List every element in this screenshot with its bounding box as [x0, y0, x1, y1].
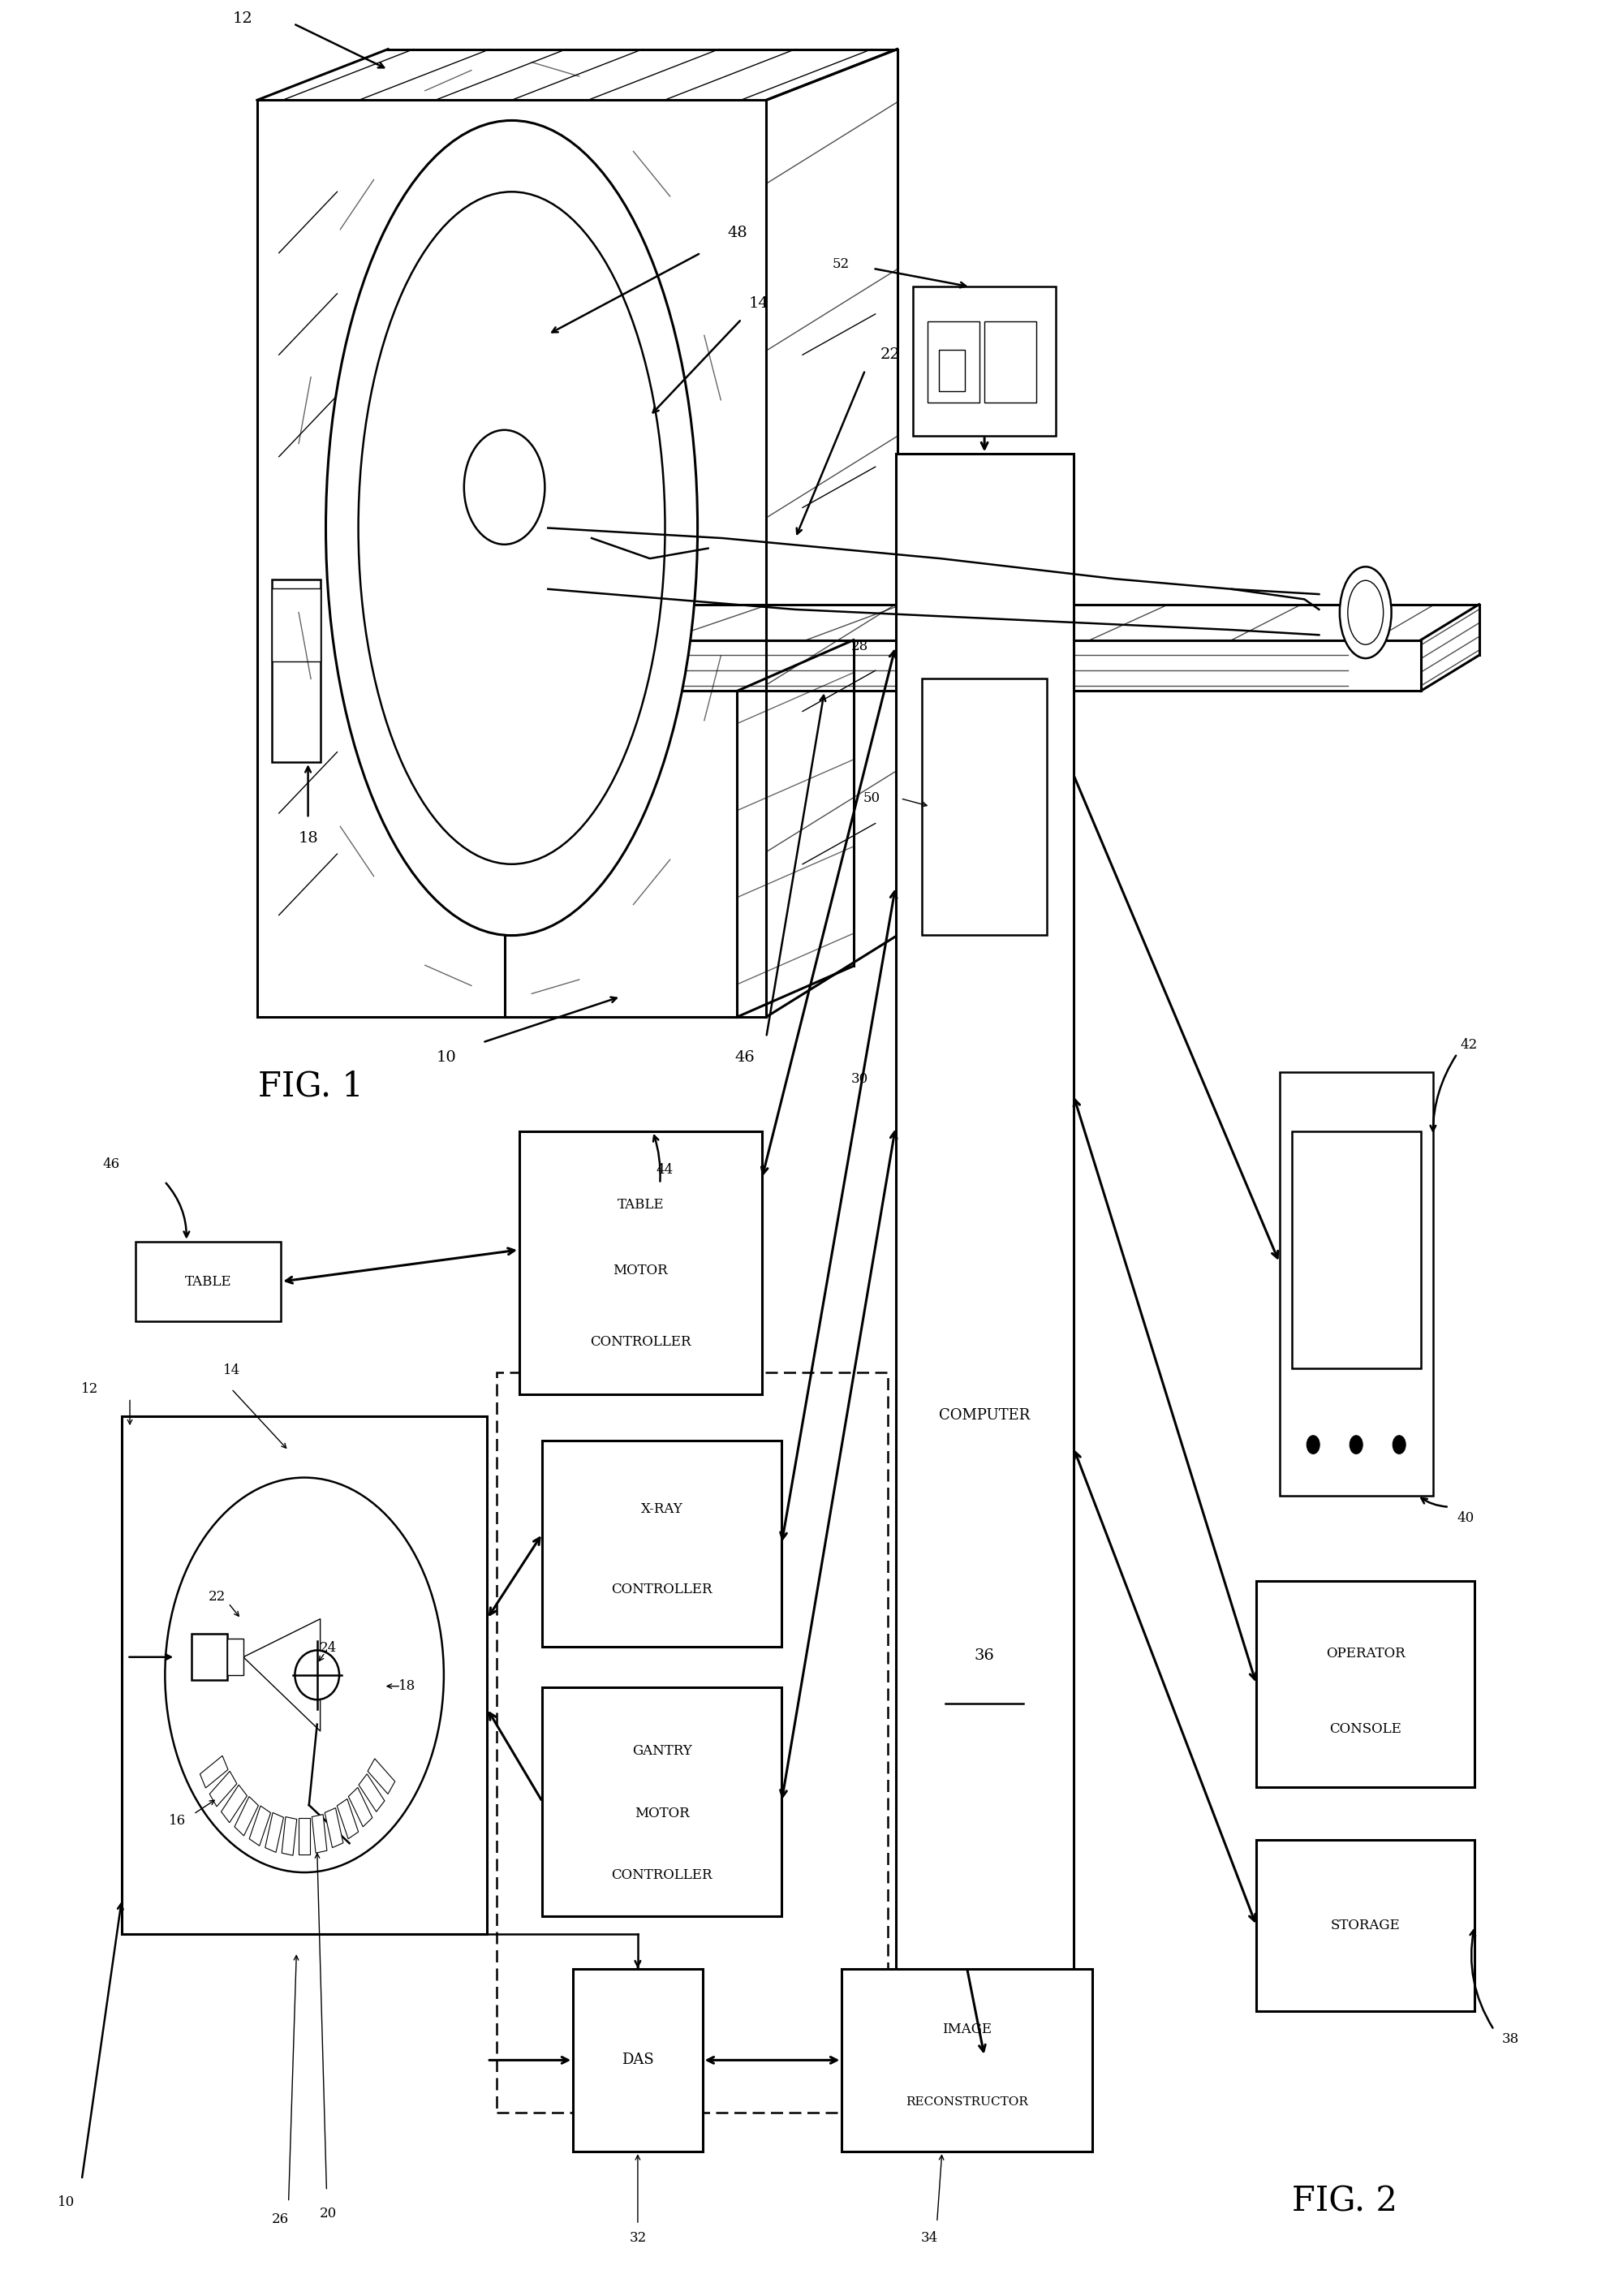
Text: 34: 34 — [920, 2232, 938, 2245]
Bar — [234, 1795, 258, 1837]
Circle shape — [1350, 1435, 1363, 1453]
Bar — [282, 1816, 297, 1855]
Text: 20: 20 — [320, 2206, 338, 2220]
Text: FIG. 2: FIG. 2 — [1292, 2183, 1397, 2218]
Text: 18: 18 — [399, 1678, 415, 1692]
Bar — [325, 1807, 342, 1848]
Circle shape — [1307, 1435, 1319, 1453]
Text: 10: 10 — [437, 1049, 456, 1065]
Text: STORAGE: STORAGE — [1331, 1919, 1401, 1933]
Text: RECONSTRUCTOR: RECONSTRUCTOR — [906, 2096, 1029, 2108]
Bar — [1292, 1132, 1420, 1368]
Bar — [209, 1770, 237, 1807]
Text: 22: 22 — [209, 1589, 226, 1603]
Ellipse shape — [295, 1651, 339, 1699]
Bar — [349, 1789, 372, 1828]
Text: 38: 38 — [1501, 2032, 1519, 2046]
Bar — [519, 1132, 761, 1394]
Text: DAS: DAS — [622, 2053, 654, 2066]
Bar — [271, 579, 320, 762]
Bar — [338, 1798, 359, 1839]
Bar — [192, 1635, 227, 1681]
Bar — [497, 1373, 888, 2112]
Text: 40: 40 — [1457, 1511, 1474, 1525]
Text: 10: 10 — [58, 2195, 75, 2209]
Bar — [985, 321, 1037, 402]
Text: 16: 16 — [169, 1814, 187, 1828]
Bar — [1279, 1072, 1433, 1495]
Ellipse shape — [359, 193, 665, 863]
Bar — [1256, 1839, 1475, 2011]
Ellipse shape — [326, 119, 698, 934]
Text: CONSOLE: CONSOLE — [1329, 1722, 1402, 1736]
Circle shape — [1393, 1435, 1406, 1453]
Bar — [928, 321, 980, 402]
Bar — [542, 1688, 782, 1917]
Bar — [940, 349, 966, 390]
Text: 12: 12 — [81, 1382, 97, 1396]
Text: TABLE: TABLE — [617, 1199, 664, 1212]
Text: 46: 46 — [102, 1157, 120, 1171]
Text: FIG. 1: FIG. 1 — [258, 1070, 364, 1104]
Text: 36: 36 — [974, 1649, 995, 1662]
Bar — [542, 1442, 782, 1646]
Text: 18: 18 — [299, 831, 318, 845]
Bar — [368, 1759, 394, 1793]
Bar — [1256, 1582, 1475, 1786]
Text: 24: 24 — [320, 1642, 338, 1655]
Text: MOTOR: MOTOR — [613, 1263, 669, 1277]
Bar — [227, 1639, 243, 1676]
Text: 14: 14 — [222, 1364, 240, 1378]
Text: 50: 50 — [863, 792, 880, 806]
Bar — [896, 455, 1073, 2057]
Ellipse shape — [1347, 581, 1383, 645]
Text: 42: 42 — [1459, 1038, 1477, 1052]
Text: GANTRY: GANTRY — [631, 1745, 691, 1759]
Text: 32: 32 — [630, 2232, 646, 2245]
Bar — [265, 1812, 284, 1853]
Bar — [359, 1775, 385, 1812]
Text: 28: 28 — [852, 638, 868, 652]
Text: 52: 52 — [833, 257, 849, 271]
Text: 48: 48 — [727, 225, 747, 239]
Ellipse shape — [1339, 567, 1391, 659]
Text: 26: 26 — [273, 2211, 289, 2225]
Text: CONTROLLER: CONTROLLER — [591, 1334, 691, 1348]
Bar — [271, 588, 320, 661]
Text: COMPUTER: COMPUTER — [938, 1407, 1031, 1424]
Text: 12: 12 — [232, 11, 253, 25]
Text: TABLE: TABLE — [185, 1274, 232, 1288]
Text: 44: 44 — [656, 1164, 674, 1178]
Text: 22: 22 — [880, 347, 899, 363]
Circle shape — [166, 1479, 443, 1874]
Text: IMAGE: IMAGE — [943, 2023, 992, 2037]
Bar — [573, 1968, 703, 2151]
Bar — [914, 287, 1055, 436]
Text: CONTROLLER: CONTROLLER — [612, 1582, 712, 1596]
Bar — [200, 1756, 229, 1789]
Text: CONTROLLER: CONTROLLER — [612, 1869, 712, 1883]
Circle shape — [146, 1451, 463, 1899]
Circle shape — [464, 429, 545, 544]
Text: 46: 46 — [734, 1049, 755, 1065]
Text: X-RAY: X-RAY — [641, 1502, 683, 1515]
Bar — [922, 677, 1047, 934]
Bar — [842, 1968, 1092, 2151]
Bar — [221, 1784, 247, 1823]
Bar — [250, 1807, 271, 1846]
Bar — [122, 1417, 487, 1933]
Bar — [299, 1818, 310, 1855]
Text: MOTOR: MOTOR — [635, 1807, 690, 1821]
Bar — [135, 1242, 281, 1322]
Text: 14: 14 — [748, 296, 769, 312]
Bar — [312, 1814, 326, 1853]
Text: OPERATOR: OPERATOR — [1326, 1646, 1406, 1660]
Text: 30: 30 — [852, 1072, 868, 1086]
